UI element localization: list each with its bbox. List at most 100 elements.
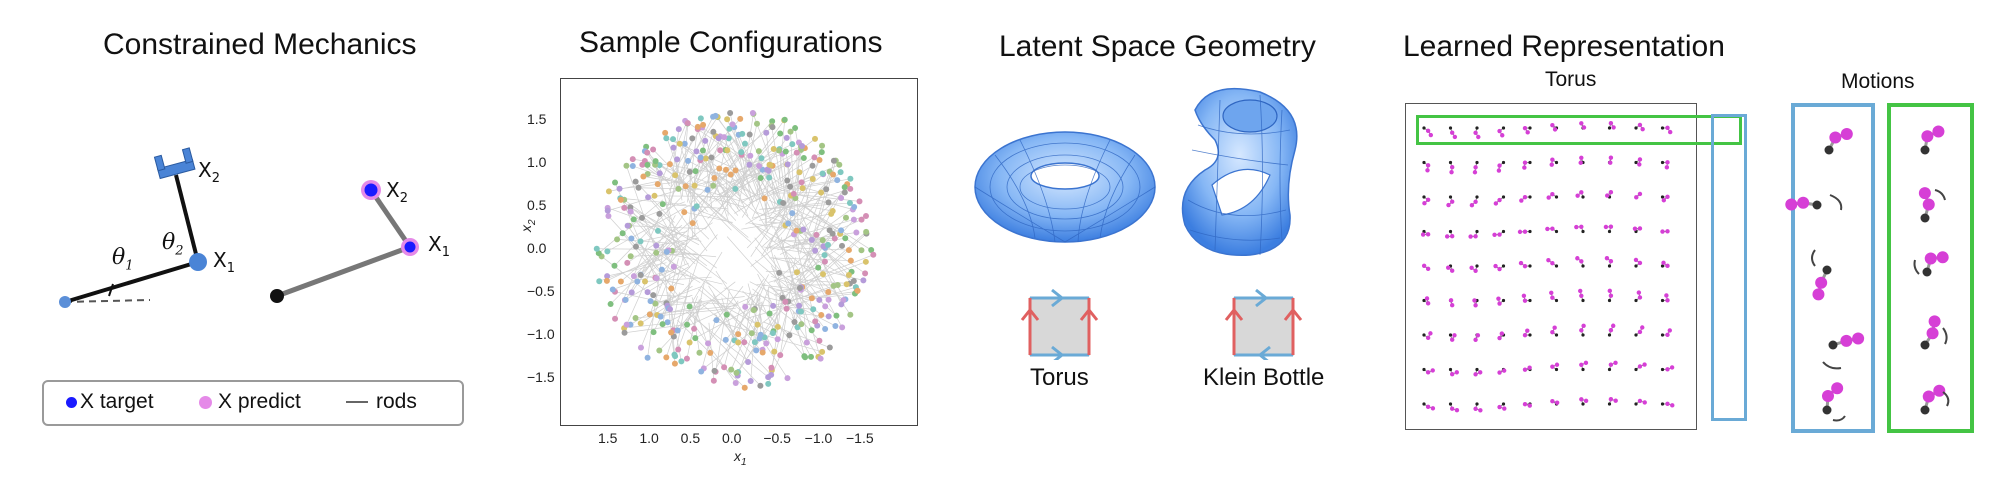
config-point — [777, 130, 784, 137]
mini-arm — [1549, 157, 1559, 167]
config-point — [668, 285, 675, 292]
config-point — [681, 209, 688, 216]
config-point — [782, 148, 789, 155]
config-point — [653, 249, 660, 256]
config-point — [783, 305, 790, 312]
x-tick-label: 0.0 — [722, 430, 742, 446]
config-point — [662, 129, 669, 136]
config-point — [761, 195, 768, 202]
config-point — [819, 142, 826, 149]
config-point — [670, 136, 677, 143]
config-point — [704, 186, 711, 193]
label-predict-x2: X — [386, 178, 400, 202]
config-point — [605, 188, 612, 195]
config-point — [619, 230, 626, 237]
base-joint — [59, 296, 71, 308]
config-point — [799, 142, 806, 149]
target-dot-icon — [66, 396, 77, 408]
klein-bottle-shape-icon — [1181, 87, 1298, 256]
mini-arm — [1473, 126, 1481, 140]
config-point — [596, 278, 603, 285]
config-point — [723, 311, 730, 318]
config-point — [838, 301, 845, 308]
mini-arm — [1522, 328, 1532, 338]
config-point — [739, 130, 746, 137]
mini-arm — [1497, 367, 1507, 375]
config-point — [858, 247, 865, 254]
config-point — [675, 185, 682, 192]
config-point — [763, 129, 770, 136]
torus-grid — [1420, 121, 1675, 413]
config-point — [712, 112, 719, 119]
config-point — [667, 306, 674, 313]
config-point — [745, 359, 752, 366]
config-point — [715, 135, 722, 142]
label-x1: X — [213, 248, 227, 272]
config-point — [822, 325, 829, 332]
config-point — [724, 147, 731, 154]
mini-arm — [1605, 190, 1614, 199]
config-point — [674, 156, 681, 163]
config-point — [632, 243, 639, 250]
config-point — [841, 184, 848, 191]
mini-arm — [1607, 121, 1616, 130]
config-point — [723, 166, 730, 173]
config-point — [604, 273, 611, 280]
config-point — [799, 185, 806, 192]
config-point — [653, 275, 660, 282]
mini-arm — [1473, 333, 1481, 342]
mini-arm — [1578, 155, 1585, 165]
config-point — [796, 169, 803, 176]
config-point — [741, 140, 748, 147]
config-point — [860, 277, 867, 284]
config-point — [832, 322, 839, 329]
config-point — [629, 156, 636, 163]
latent-shapes — [974, 87, 1303, 360]
mini-arm — [1422, 331, 1433, 341]
config-point — [708, 154, 715, 161]
config-point — [789, 141, 796, 148]
config-point — [819, 237, 826, 244]
config-point — [776, 147, 783, 154]
motion-arm — [1811, 249, 1832, 301]
config-point — [637, 344, 644, 351]
config-point — [746, 131, 753, 138]
mini-arm — [1660, 125, 1673, 135]
config-point — [644, 149, 651, 156]
config-point — [663, 135, 670, 142]
config-point — [812, 247, 819, 254]
motion-arm — [1920, 384, 1950, 415]
config-point — [776, 269, 783, 276]
config-point — [659, 201, 666, 208]
config-point — [793, 227, 800, 234]
config-point — [791, 319, 798, 326]
config-point — [627, 253, 634, 260]
mini-arm — [1448, 160, 1455, 175]
config-point — [870, 251, 877, 258]
x-tick-label: 1.0 — [639, 430, 659, 446]
mechanics-diagram — [59, 147, 419, 308]
config-point — [830, 171, 837, 178]
config-point — [850, 278, 857, 285]
config-point — [663, 248, 670, 255]
config-point — [656, 347, 663, 354]
config-point — [769, 330, 776, 337]
config-point — [707, 349, 714, 356]
config-point — [807, 353, 814, 360]
config-point — [727, 171, 734, 178]
config-point — [683, 355, 690, 362]
mini-arm — [1518, 260, 1532, 269]
config-point — [692, 168, 699, 175]
config-point — [768, 371, 775, 378]
motion-arm — [1920, 125, 1945, 155]
y-tick-label: −0.5 — [527, 283, 555, 299]
mini-arm — [1550, 362, 1560, 372]
mini-arm — [1422, 195, 1431, 206]
config-point — [819, 348, 826, 355]
mini-arm — [1634, 191, 1643, 200]
config-point — [650, 329, 657, 336]
config-point — [811, 154, 818, 161]
x-tick-label: 0.5 — [680, 430, 701, 446]
config-point — [845, 247, 852, 254]
mini-arm — [1493, 195, 1506, 206]
